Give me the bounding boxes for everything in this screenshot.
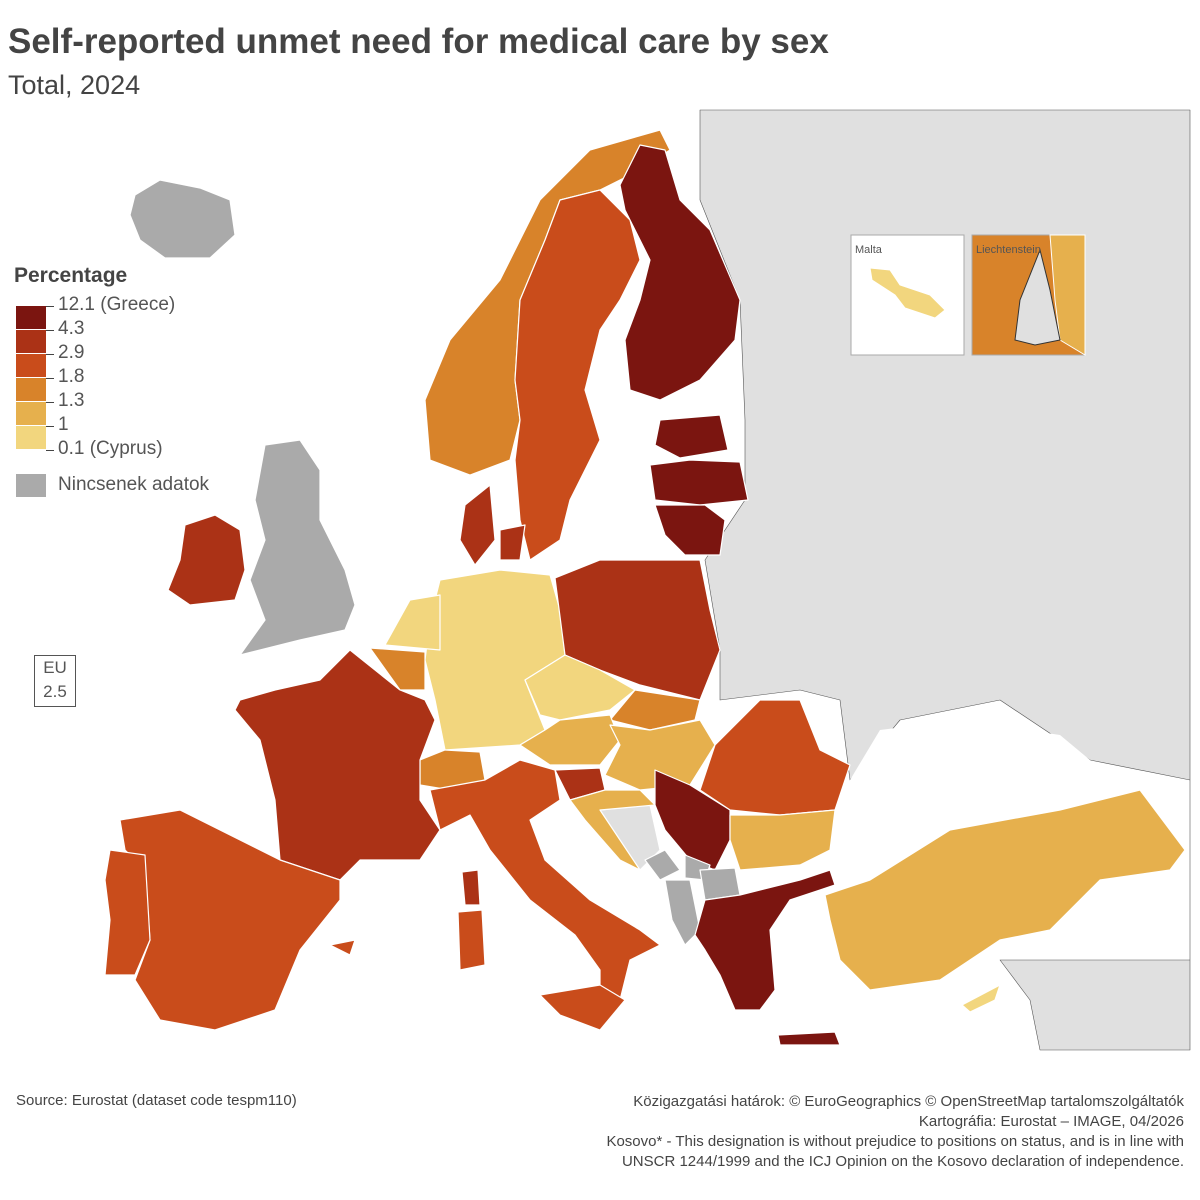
region-denmark[interactable] [459, 484, 526, 566]
region-estonia[interactable] [654, 414, 729, 459]
legend-tick [46, 402, 54, 403]
chart-title: Self-reported unmet need for medical car… [8, 22, 829, 61]
region-crete[interactable] [777, 1031, 841, 1046]
inset-liechtenstein-label: Liechtenstein [976, 244, 1041, 256]
region-ireland[interactable] [167, 514, 246, 606]
region-malta[interactable] [869, 267, 946, 319]
inset-liechtenstein: Liechtenstein [971, 234, 1086, 356]
region-balearics[interactable] [329, 939, 356, 956]
credit-line: UNSCR 1244/1999 and the ICJ Opinion on t… [621, 1153, 1184, 1170]
credit-line: Közigazgatási határok: © EuroGeographics… [633, 1093, 1184, 1110]
region-italy[interactable] [429, 759, 661, 1001]
eu-label: EU [43, 658, 67, 677]
region-bulgaria[interactable] [729, 809, 836, 871]
legend-swatch [16, 306, 46, 330]
region-france[interactable] [234, 649, 441, 881]
legend: Percentage 12.1 (Greece) 4.3 2.9 1.8 1.3 1 0.1… [14, 264, 209, 498]
region-germany[interactable] [424, 569, 566, 751]
region-czechia[interactable] [524, 654, 636, 721]
region-sicily[interactable] [539, 984, 626, 1031]
region-latvia[interactable] [649, 459, 749, 506]
legend-break-label: 1.8 [58, 366, 85, 387]
legend-title: Percentage [14, 264, 128, 287]
legend-break-label: 2.9 [58, 342, 85, 363]
region-liechtenstein[interactable] [1014, 248, 1061, 346]
legend-tick [46, 330, 54, 331]
region-lithuania[interactable] [654, 504, 726, 556]
region-cyprus[interactable] [961, 984, 1001, 1013]
region-finland[interactable] [619, 144, 741, 401]
region-sardinia[interactable] [457, 909, 486, 971]
region-netherlands[interactable] [384, 594, 441, 651]
region-turkey[interactable] [824, 789, 1186, 991]
legend-break-label: 1 [58, 414, 69, 435]
inset-malta: Malta [850, 234, 965, 356]
legend-swatch [16, 426, 46, 450]
legend-swatch [16, 378, 46, 402]
eu-value: 2.5 [43, 682, 67, 701]
legend-tick [46, 450, 54, 451]
region-montenegro[interactable] [644, 849, 681, 881]
region-belgium[interactable] [369, 647, 426, 691]
legend-break-label: 1.3 [58, 390, 85, 411]
inset-malta-label: Malta [855, 244, 883, 256]
legend-tick [46, 378, 54, 379]
region-portugal[interactable] [104, 849, 151, 976]
black-sea [840, 720, 1120, 820]
source-note: Source: Eurostat (dataset code tespm110) [16, 1092, 297, 1109]
legend-tick [46, 354, 54, 355]
credits: Közigazgatási határok: © EuroGeographics… [606, 1092, 1184, 1172]
region-albania[interactable] [664, 879, 701, 946]
eu-average-box: EU 2.5 [34, 655, 76, 707]
region-north-macedonia[interactable] [699, 867, 741, 901]
legend-tick [46, 306, 54, 307]
region-romania[interactable] [699, 699, 851, 816]
legend-no-data-swatch [16, 474, 46, 498]
inset-liechtenstein-neighbour [1049, 234, 1086, 356]
legend-break-label: 4.3 [58, 318, 85, 339]
region-croatia[interactable] [569, 789, 656, 871]
region-corsica[interactable] [461, 869, 481, 906]
legend-swatch [16, 330, 46, 354]
region-norway[interactable] [424, 129, 671, 476]
credit-line: Kosovo* - This designation is without pr… [606, 1133, 1184, 1150]
region-united-kingdom[interactable] [239, 439, 356, 656]
region-sweden[interactable] [514, 189, 641, 561]
legend-no-data-label: Nincsenek adatok [58, 474, 210, 495]
legend-swatch [16, 402, 46, 426]
legend-break-label: 12.1 (Greece) [58, 294, 176, 315]
legend-break-label: 0.1 (Cyprus) [58, 438, 163, 459]
legend-tick [46, 426, 54, 427]
credit-line: Kartográfia: Eurostat – IMAGE, 04/2026 [918, 1113, 1184, 1130]
legend-swatch [16, 354, 46, 378]
chart-subtitle: Total, 2024 [8, 70, 141, 100]
region-greece[interactable] [694, 869, 836, 1011]
region-iceland[interactable] [129, 179, 236, 259]
